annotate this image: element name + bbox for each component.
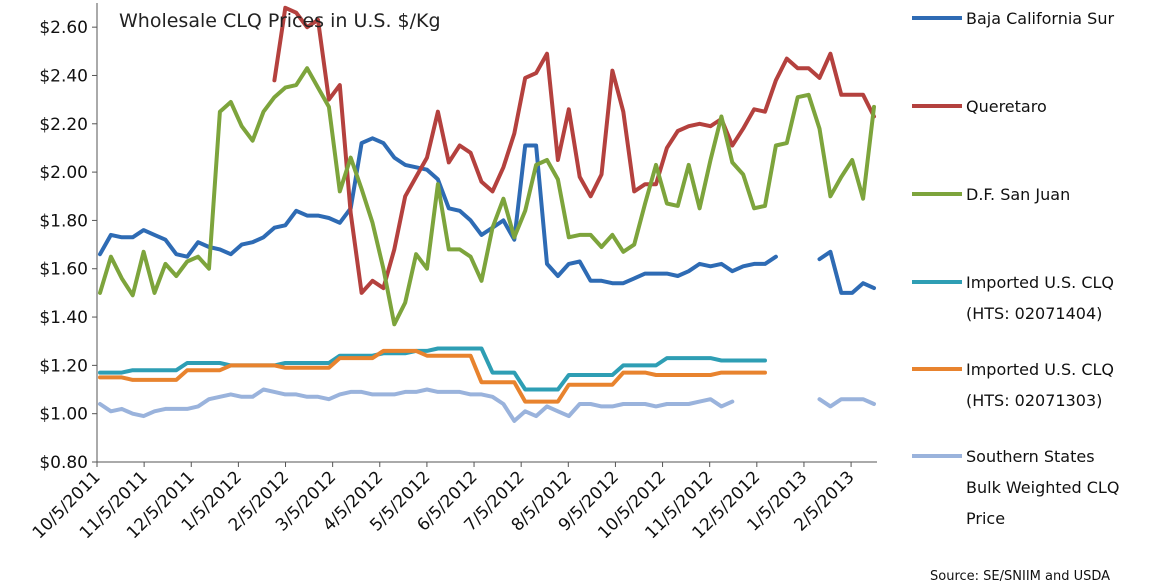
legend-item-5: Imported U.S. CLQ (HTS: 02071303) [912, 360, 1114, 410]
series-segment [98, 348, 767, 404]
series-line-2 [272, 5, 876, 295]
legend-label: (HTS: 02071404) [966, 304, 1102, 323]
series-segment [272, 5, 876, 295]
legend-label: Price [966, 509, 1005, 528]
series-lines [98, 5, 876, 423]
legend-item-3: D.F. San Juan [912, 185, 1070, 204]
legend: Baja California Sur Queretaro D.F. San Jua… [912, 9, 1119, 528]
legend-item-1: Baja California Sur [912, 9, 1114, 28]
y-tick-label: $2.20 [39, 115, 88, 135]
legend-item-6: Southern States Bulk Weighted CLQ Price [912, 447, 1119, 528]
series-segment [817, 249, 876, 295]
series-segment [98, 136, 778, 286]
legend-label: D.F. San Juan [966, 185, 1070, 204]
series-segment [98, 66, 876, 327]
legend-label: Imported U.S. CLQ [966, 273, 1114, 292]
legend-label: Imported U.S. CLQ [966, 360, 1114, 379]
legend-label: (HTS: 02071303) [966, 391, 1102, 410]
x-ticks: 10/5/201111/5/201112/5/20111/5/20122/5/2… [29, 462, 859, 543]
series-segment [98, 387, 735, 423]
series-line-4 [98, 346, 767, 392]
series-line-3 [98, 66, 876, 327]
axes [96, 3, 877, 463]
y-tick-label: $1.20 [39, 356, 88, 376]
series-line-6 [98, 387, 876, 423]
y-tick-label: $2.40 [39, 66, 88, 86]
y-tick-label: $1.00 [39, 405, 88, 425]
y-tick-label: $2.60 [39, 18, 88, 38]
series-line-1 [98, 136, 876, 295]
y-ticks: $0.80 $1.00 $1.20 $1.40 $1.60 $1.80 $2.00 $2.20… [39, 18, 97, 473]
legend-item-2: Queretaro [912, 97, 1047, 116]
legend-label: Bulk Weighted CLQ [966, 478, 1119, 497]
y-tick-label: $1.40 [39, 308, 88, 328]
y-tick-label: $1.80 [39, 211, 88, 231]
y-tick-label: $1.60 [39, 260, 88, 280]
series-segment [817, 397, 876, 409]
y-tick-label: $0.80 [39, 453, 88, 473]
legend-label: Southern States [966, 447, 1095, 466]
legend-label: Baja California Sur [966, 9, 1114, 28]
source-note: Source: SE/SNIIM and USDA [930, 569, 1110, 584]
chart-title: Wholesale CLQ Prices in U.S. $/Kg [119, 10, 441, 32]
series-segment [98, 346, 767, 392]
series-line-5 [98, 348, 767, 404]
legend-label: Queretaro [966, 97, 1047, 116]
y-tick-label: $2.00 [39, 163, 88, 183]
legend-item-4: Imported U.S. CLQ (HTS: 02071404) [912, 273, 1114, 323]
